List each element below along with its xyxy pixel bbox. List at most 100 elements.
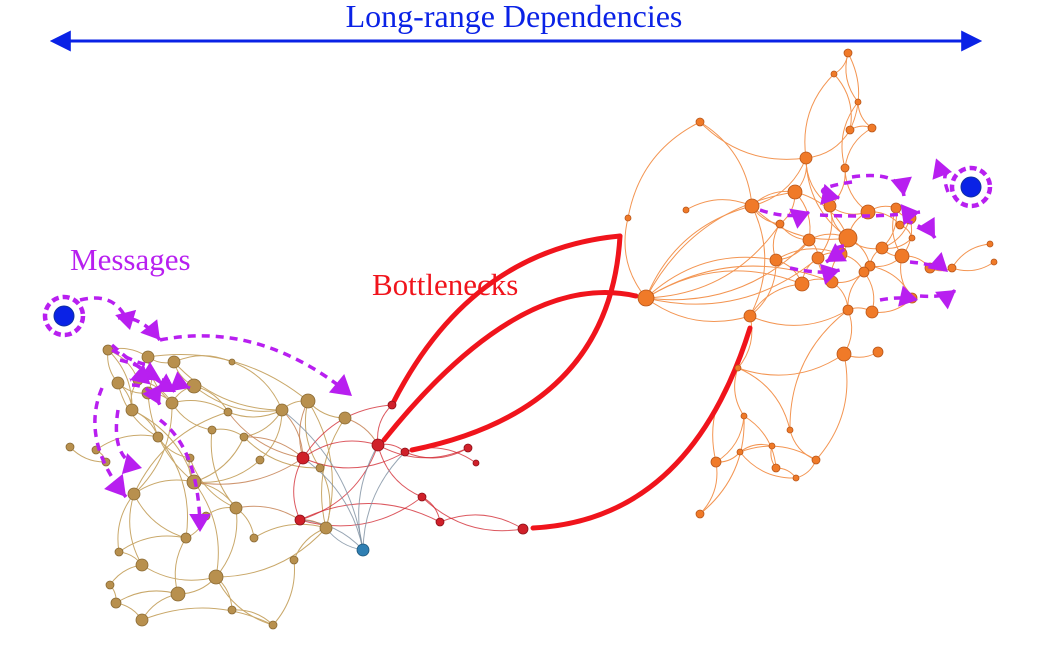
graph-edge — [404, 447, 469, 459]
graph-edge — [845, 52, 859, 103]
graph-edge — [193, 459, 261, 483]
graph-node — [400, 447, 410, 457]
graph-edge — [951, 261, 995, 272]
graph-edge — [737, 353, 845, 376]
graph-node — [356, 543, 370, 557]
graph-edge — [645, 256, 777, 299]
graph-edge — [157, 436, 189, 539]
graph-edge — [133, 493, 187, 539]
graph-edge — [215, 576, 274, 626]
graph-nodes — [65, 48, 998, 630]
graph-node — [830, 70, 838, 78]
graph-node — [255, 455, 265, 465]
graph-edge — [699, 121, 753, 207]
graph-node — [228, 358, 236, 366]
graph-edge — [210, 429, 237, 509]
graph-edge — [847, 52, 860, 131]
graph-node — [843, 48, 853, 58]
message-arrowhead — [932, 158, 952, 180]
graph-edge — [627, 121, 701, 219]
graph-node — [294, 514, 306, 526]
graph-edge — [815, 353, 848, 461]
graph-node — [842, 304, 854, 316]
graph-edge — [743, 415, 777, 469]
graph-node — [300, 393, 316, 409]
graph-edge — [645, 205, 753, 299]
graph-edge — [749, 283, 803, 317]
graph-node — [740, 412, 748, 420]
graph-node — [110, 597, 122, 609]
graph-node — [637, 289, 655, 307]
graph-node — [207, 425, 217, 435]
graph-node — [239, 432, 249, 442]
graph-edge — [189, 457, 237, 509]
source-node-right — [949, 165, 993, 209]
graph-node — [152, 431, 164, 443]
graph-node — [802, 233, 816, 247]
graph-node — [794, 276, 810, 292]
graph-edge — [107, 349, 133, 411]
source-node-left — [42, 294, 86, 338]
graph-node — [799, 151, 813, 165]
graph-edge — [243, 409, 283, 438]
message-arrow — [909, 260, 950, 274]
graph-edge — [739, 444, 773, 453]
graph-edge — [281, 409, 364, 551]
graph-edge — [325, 527, 364, 551]
graph-edge — [95, 434, 159, 451]
graph-edge — [645, 265, 833, 299]
message-arrows — [79, 158, 958, 533]
message-arrowhead — [898, 285, 918, 307]
graph-edge — [243, 436, 321, 469]
bottleneck-edge — [530, 325, 753, 531]
graph-node — [710, 456, 722, 468]
graph-edge — [789, 309, 849, 431]
graph-node — [227, 605, 237, 615]
graph-node — [229, 501, 243, 515]
graph-edge — [699, 415, 745, 515]
graph-edge — [734, 367, 745, 417]
graph-node — [435, 517, 445, 527]
right-cluster-edges — [624, 52, 995, 515]
message-arrowhead — [820, 183, 840, 206]
graph-node — [165, 396, 179, 410]
graph-node — [865, 305, 879, 319]
graph-node — [695, 117, 705, 127]
graph-node — [135, 613, 149, 627]
graph-edge — [299, 444, 379, 521]
mid-cluster-edges — [193, 400, 524, 551]
graph-node — [65, 442, 75, 452]
graph-edge — [141, 607, 274, 626]
graph-node — [463, 443, 473, 453]
graph-edge — [193, 385, 283, 412]
graph-edge — [235, 505, 301, 521]
graph-node — [135, 558, 149, 572]
graph-edge — [171, 402, 213, 431]
bottleneck-edge — [381, 290, 639, 443]
graph-node — [371, 438, 385, 452]
message-arrow — [111, 348, 152, 366]
graph-edge — [645, 257, 819, 305]
graph-edge — [174, 537, 187, 595]
graph-edge — [805, 157, 849, 239]
graph-edge — [951, 243, 991, 269]
graph-edge — [857, 101, 873, 129]
graph-node — [338, 411, 352, 425]
graph-node — [787, 184, 803, 200]
graph-node — [105, 580, 115, 590]
graph-node — [734, 364, 742, 372]
graph-edge — [141, 564, 217, 581]
graph-node — [811, 455, 821, 465]
graph-node — [786, 426, 794, 434]
message-arrowhead — [142, 384, 162, 405]
graph-edge — [299, 496, 423, 527]
graph-node — [811, 251, 825, 265]
graph-edge — [789, 429, 817, 461]
message-arrowhead — [819, 263, 840, 285]
graph-edge — [211, 428, 245, 438]
graph-node — [289, 555, 299, 565]
graph-edge — [362, 451, 406, 551]
graph-node — [472, 459, 480, 467]
message-arrowhead — [104, 473, 126, 497]
